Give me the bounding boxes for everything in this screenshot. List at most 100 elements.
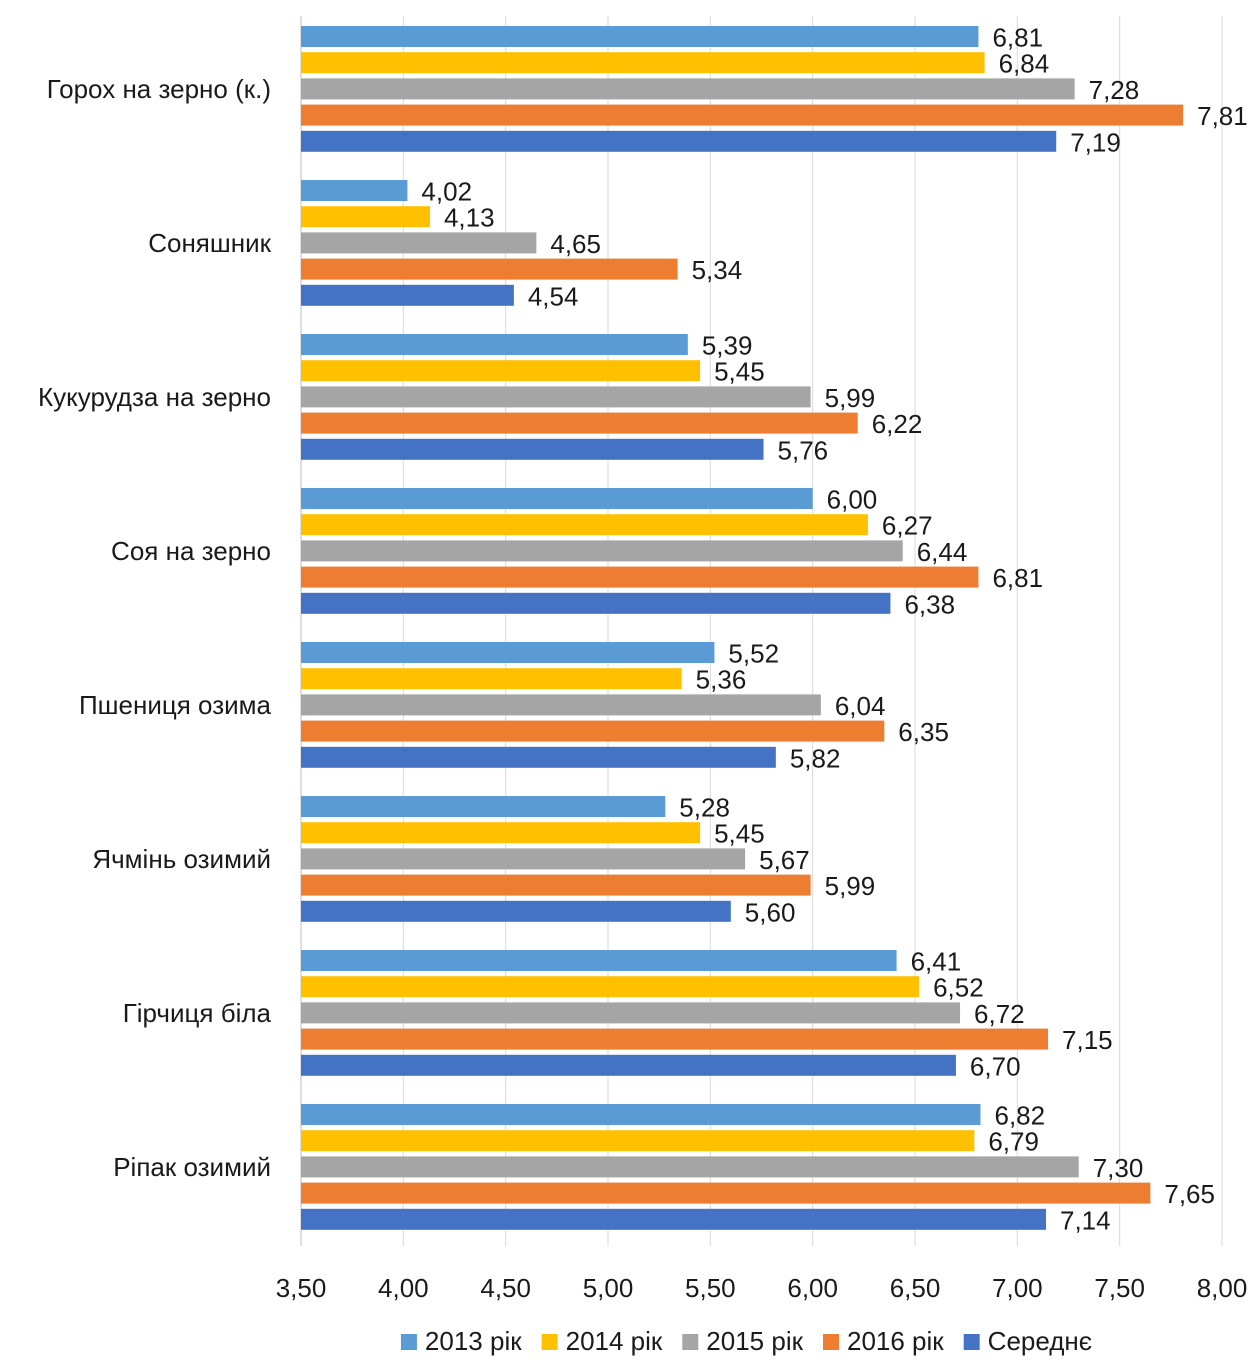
bar-середнє	[301, 284, 514, 306]
bar-2014-рік	[301, 668, 682, 690]
data-label: 6,00	[827, 485, 878, 515]
bar-2013-рік	[301, 334, 688, 355]
legend-swatch-2015-рік	[682, 1334, 699, 1350]
category-label: Пшениця озима	[79, 690, 272, 720]
data-label: 5,67	[759, 845, 810, 875]
data-label: 6,04	[835, 691, 886, 721]
category-labels: Горох на зерно (к.) Соняшник Кукурудза на …	[38, 74, 272, 1182]
bar-2016-рік	[301, 258, 678, 280]
data-label: 7,65	[1164, 1179, 1215, 1209]
bar-2013-рік	[301, 950, 897, 971]
bar-2016-рік	[301, 566, 979, 588]
data-label: 5,99	[825, 383, 876, 413]
data-label: 5,28	[679, 793, 730, 823]
bar-2015-рік	[301, 694, 821, 716]
bar-2014-рік	[301, 514, 868, 536]
bar-2016-рік	[301, 720, 885, 742]
bar-середнє	[301, 900, 731, 922]
data-label: 7,30	[1093, 1153, 1144, 1183]
data-label: 7,14	[1060, 1205, 1111, 1235]
legend-swatch-середнє	[963, 1334, 980, 1350]
legend-swatch-2014-рік	[541, 1334, 558, 1350]
data-label: 5,34	[692, 255, 743, 285]
bar-2013-рік	[301, 26, 979, 47]
data-label: 5,39	[702, 331, 753, 361]
x-tick-label: 5,50	[685, 1273, 736, 1303]
data-label: 5,36	[696, 665, 747, 695]
data-label: 7,15	[1062, 1025, 1113, 1055]
data-label: 6,52	[933, 973, 984, 1003]
x-tick-label: 7,00	[992, 1273, 1043, 1303]
data-label: 6,70	[970, 1051, 1021, 1081]
x-tick-label: 3,50	[276, 1273, 327, 1303]
bar-2015-рік	[301, 1002, 961, 1024]
data-label: 6,41	[911, 947, 962, 977]
category-label: Горох на зерно (к.)	[47, 74, 271, 104]
data-label: 5,52	[728, 639, 779, 669]
bar-2016-рік	[301, 1028, 1049, 1050]
bar-2015-рік	[301, 1156, 1079, 1178]
legend-swatch-2013-рік	[400, 1334, 417, 1350]
bar-середнє	[301, 438, 764, 460]
data-label: 4,54	[528, 281, 579, 311]
bar-2015-рік	[301, 78, 1075, 100]
bar-2014-рік	[301, 1130, 975, 1152]
legend: 2013 рік 2014 рік 2015 рік 2016 рік Середнє	[400, 1326, 1092, 1356]
x-tick-label: 6,50	[890, 1273, 941, 1303]
bar-2016-рік	[301, 874, 811, 896]
data-label: 5,76	[778, 435, 829, 465]
x-axis-tick-labels: 3,50 4,00 4,50 5,00 5,50 6,00 6,50 7,00 7,50 8,00	[276, 1273, 1248, 1303]
legend-label: 2013 рік	[425, 1326, 522, 1356]
gridlines	[402, 16, 1223, 1246]
data-label: 7,81	[1197, 101, 1248, 131]
x-tick-label: 5,00	[583, 1273, 634, 1303]
x-tick-label: 7,50	[1094, 1273, 1145, 1303]
data-label: 6,38	[904, 589, 955, 619]
category-label: Ріпак озимий	[113, 1152, 271, 1182]
data-label: 5,82	[790, 743, 841, 773]
bar-2014-рік	[301, 206, 430, 228]
bar-середнє	[301, 1054, 956, 1076]
data-label: 5,45	[714, 357, 765, 387]
x-tick-label: 4,00	[378, 1273, 429, 1303]
bar-2013-рік	[301, 642, 715, 663]
data-label: 6,27	[882, 511, 933, 541]
legend-label: Середнє	[988, 1326, 1092, 1356]
x-tick-label: 4,50	[480, 1273, 531, 1303]
bar-2014-рік	[301, 822, 701, 844]
data-label: 6,81	[992, 563, 1043, 593]
category-label: Гірчиця біла	[123, 998, 272, 1028]
bar-2013-рік	[301, 1104, 981, 1125]
bar-середнє	[301, 592, 891, 614]
data-label: 6,79	[988, 1127, 1039, 1157]
legend-swatch-2016-рік	[822, 1334, 839, 1350]
bar-2015-рік	[301, 386, 811, 408]
bar-2015-рік	[301, 540, 903, 562]
bar-2015-рік	[301, 232, 537, 254]
legend-label: 2016 рік	[847, 1326, 944, 1356]
data-label: 6,81	[992, 23, 1043, 53]
category-label: Соя на зерно	[111, 536, 271, 566]
bar-2014-рік	[301, 360, 701, 382]
x-tick-label: 8,00	[1197, 1273, 1248, 1303]
bar-2015-рік	[301, 848, 746, 870]
data-label: 4,65	[550, 229, 601, 259]
bar-2014-рік	[301, 976, 920, 998]
bar-2014-рік	[301, 52, 985, 74]
data-label: 5,45	[714, 819, 765, 849]
data-label: 7,19	[1070, 127, 1121, 157]
data-label: 7,28	[1089, 75, 1140, 105]
category-label: Соняшник	[148, 228, 271, 258]
data-label: 6,84	[999, 49, 1050, 79]
data-label: 6,72	[974, 999, 1025, 1029]
bar-2013-рік	[301, 488, 813, 509]
bar-2016-рік	[301, 104, 1184, 126]
bars	[301, 26, 1184, 1230]
category-label: Кукурудза на зерно	[38, 382, 271, 412]
data-label: 6,22	[872, 409, 923, 439]
bar-середнє	[301, 130, 1057, 152]
bar-2013-рік	[301, 180, 408, 201]
bar-2016-рік	[301, 1182, 1151, 1204]
bar-середнє	[301, 1208, 1046, 1230]
